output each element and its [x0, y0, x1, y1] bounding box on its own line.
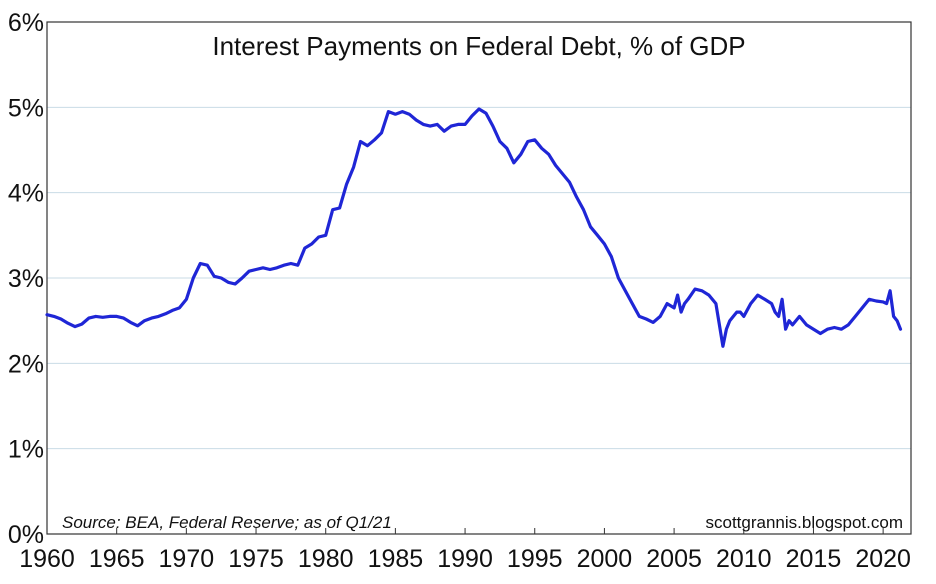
- x-tick-label: 1980: [298, 545, 354, 573]
- x-tick-label: 2005: [646, 545, 702, 573]
- x-tick-label: 1960: [19, 545, 75, 573]
- x-tick-label: 2015: [786, 545, 842, 573]
- y-tick-label: 2%: [8, 350, 44, 378]
- y-tick-label: 0%: [8, 521, 44, 549]
- x-tick-label: 1970: [159, 545, 215, 573]
- plot-frame: [46, 21, 912, 535]
- gridlines: [47, 106, 911, 450]
- y-tick-label: 3%: [8, 265, 44, 293]
- x-tick-label: 1985: [368, 545, 424, 573]
- x-tick-label: 2000: [577, 545, 633, 573]
- y-tick-label: 1%: [8, 436, 44, 464]
- x-tick-label: 1990: [437, 545, 493, 573]
- y-tick-label: 5%: [8, 94, 44, 122]
- x-tick-labels: 1960 1965 1970 1975 1980 1985 1990 1995 2000 2005…: [19, 528, 911, 573]
- x-tick-label: 2020: [855, 545, 911, 573]
- x-tick-label: 1975: [228, 545, 284, 573]
- series-line-0: [45, 107, 903, 348]
- source-note: Source: BEA, Federal Reserve; as of Q1/2…: [62, 513, 392, 532]
- x-tick-label: 1965: [89, 545, 145, 573]
- x-tick-label: 2010: [716, 545, 772, 573]
- y-tick-label: 4%: [8, 180, 44, 208]
- blog-credit: scottgrannis.blogspot.com: [706, 513, 904, 532]
- series-layer: [45, 107, 903, 348]
- chart-title: Interest Payments on Federal Debt, % of …: [212, 31, 745, 61]
- y-tick-labels: 0% 1% 2% 3% 4% 5% 6%: [8, 9, 44, 549]
- x-tick-label: 1995: [507, 545, 563, 573]
- y-tick-label: 6%: [8, 9, 44, 37]
